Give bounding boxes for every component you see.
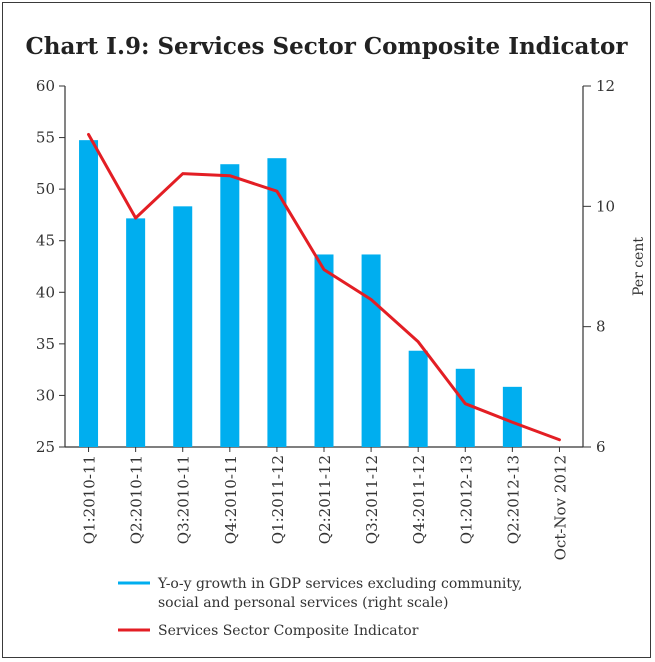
right-axis-tick-label: 6 bbox=[596, 438, 606, 456]
series-line bbox=[87, 132, 561, 442]
legend-label: Y-o-y growth in GDP services excluding c… bbox=[157, 576, 523, 592]
right-axis-tick-label: 12 bbox=[596, 77, 615, 95]
x-axis-tick-label: Q4:2011-12 bbox=[410, 455, 428, 544]
x-axis-tick-label: Q2:2011-12 bbox=[316, 455, 334, 544]
bar bbox=[267, 158, 287, 447]
chart-title: Chart I.9: Services Sector Composite Ind… bbox=[25, 33, 628, 60]
x-axis-tick-label: Q3:2010-11 bbox=[175, 455, 193, 544]
left-axis-tick-label: 25 bbox=[36, 438, 55, 456]
left-axis-tick-label: 30 bbox=[36, 386, 55, 404]
left-axis-tick-label: 45 bbox=[36, 232, 55, 250]
left-axis-tick-label: 60 bbox=[36, 77, 55, 95]
bar bbox=[314, 254, 334, 447]
legend-label: Services Sector Composite Indicator bbox=[158, 623, 419, 639]
right-axis-tick-label: 10 bbox=[596, 197, 615, 215]
left-axis-tick-label: 40 bbox=[36, 283, 55, 301]
bar bbox=[126, 218, 146, 447]
bar bbox=[220, 164, 240, 447]
x-axis-tick-label: Q1:2010-11 bbox=[81, 455, 99, 544]
left-axis-tick-label: 35 bbox=[36, 335, 55, 353]
bar bbox=[502, 386, 522, 447]
x-axis-tick-label: Q2:2010-11 bbox=[128, 455, 146, 544]
x-axis-tick-label: Q1:2011-12 bbox=[269, 455, 287, 544]
x-axis-tick-label: Q3:2011-12 bbox=[363, 455, 381, 544]
x-axis-tick-label: Q4:2010-11 bbox=[222, 455, 240, 544]
right-axis-tick-label: 8 bbox=[596, 318, 606, 336]
x-axis-tick-label: Q1:2012-13 bbox=[457, 455, 475, 544]
left-axis-tick-label: 50 bbox=[36, 180, 55, 198]
x-axis-tick-label: Q2:2012-13 bbox=[504, 455, 522, 544]
bar bbox=[79, 140, 99, 447]
bar bbox=[361, 254, 381, 447]
bar bbox=[408, 350, 428, 447]
bar bbox=[173, 206, 193, 447]
left-axis-tick-label: 55 bbox=[36, 129, 55, 147]
right-axis-label: Per cent bbox=[631, 237, 647, 296]
bar bbox=[455, 368, 475, 447]
legend-label: social and personal services (right scal… bbox=[158, 595, 448, 611]
x-axis-tick-label: Oct-Nov 2012 bbox=[551, 455, 569, 560]
